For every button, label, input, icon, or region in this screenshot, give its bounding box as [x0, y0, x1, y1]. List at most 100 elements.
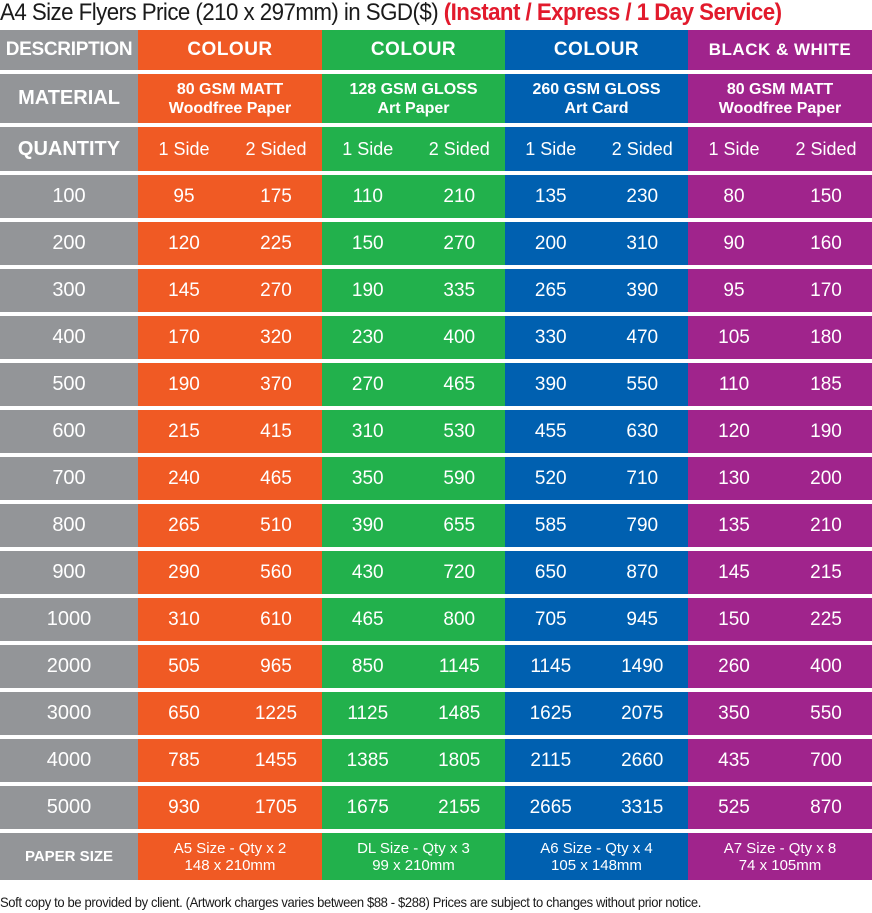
price-two-sided: 610 [260, 608, 292, 630]
one-side-label: 1 Side [342, 138, 394, 159]
footnote: Soft copy to be provided by client. (Art… [0, 894, 702, 910]
price-group: 190 370 [138, 363, 322, 406]
price-group: 150 270 [322, 222, 505, 265]
price-two-sided: 3315 [621, 796, 664, 818]
price-two-sided: 1485 [438, 702, 481, 724]
price-group: 1125 1485 [322, 692, 505, 735]
header-colour-2: COLOUR [322, 30, 505, 70]
material-1-line1: 80 GSM MATT [176, 80, 284, 98]
price-one-side: 265 [168, 514, 200, 536]
quantity-label: QUANTITY [0, 127, 138, 171]
price-two-sided: 270 [260, 279, 292, 301]
price-group: 110 185 [688, 363, 872, 406]
price-one-side: 95 [723, 279, 745, 301]
price-group: 110 210 [322, 175, 505, 218]
price-one-side: 650 [534, 561, 567, 583]
table-row: 300 145 270 190 335 265 390 95 170 [0, 269, 872, 316]
material-2-line1: 128 GSM GLOSS [349, 80, 478, 98]
price-two-sided: 465 [443, 373, 476, 395]
price-two-sided: 225 [260, 232, 292, 254]
one-side-label: 1 Side [708, 138, 760, 159]
price-group: 200 310 [505, 222, 688, 265]
price-one-side: 1145 [530, 655, 572, 677]
table-row: 500 190 370 270 465 390 550 110 185 [0, 363, 872, 410]
price-one-side: 650 [168, 702, 200, 724]
price-group: 430 720 [322, 551, 505, 594]
price-group: 265 390 [505, 269, 688, 312]
price-two-sided: 270 [443, 232, 476, 254]
quantity-value: 800 [0, 504, 138, 547]
title-main: A4 Size Flyers Price (210 x 297mm) in SG… [0, 0, 444, 26]
quantity-value: 3000 [0, 692, 138, 735]
quantity-value: 100 [0, 175, 138, 218]
price-table: DESCRIPTION COLOUR COLOUR COLOUR BLACK &… [0, 30, 872, 880]
sides-group-3: 1 Side 2 Sided [505, 127, 688, 171]
price-group: 145 215 [688, 551, 872, 594]
price-one-side: 435 [718, 749, 750, 771]
two-sided-label: 2 Sided [611, 138, 673, 159]
price-two-sided: 1145 [438, 655, 480, 677]
price-group: 80 150 [688, 175, 872, 218]
price-rows: 100 95 175 110 210 135 230 80 150 200 120 225 150 270… [0, 175, 872, 833]
quantity-value: 4000 [0, 739, 138, 782]
price-two-sided: 2660 [621, 749, 664, 771]
price-two-sided: 710 [626, 467, 659, 489]
price-two-sided: 200 [810, 467, 842, 489]
price-group: 215 415 [138, 410, 322, 453]
price-group: 465 800 [322, 598, 505, 641]
price-group: 260 400 [688, 645, 872, 688]
table-row: 200 120 225 150 270 200 310 90 160 [0, 222, 872, 269]
price-one-side: 200 [534, 232, 567, 254]
paper-size-label: PAPER SIZE [0, 833, 138, 880]
sides-group-1: 1 Side 2 Sided [138, 127, 322, 171]
quantity-value: 900 [0, 551, 138, 594]
price-two-sided: 550 [810, 702, 842, 724]
price-two-sided: 550 [626, 373, 659, 395]
price-group: 310 530 [322, 410, 505, 453]
description-label: DESCRIPTION [0, 30, 138, 70]
price-one-side: 230 [351, 326, 384, 348]
price-one-side: 930 [168, 796, 200, 818]
price-group: 270 465 [322, 363, 505, 406]
price-one-side: 2665 [529, 796, 572, 818]
price-one-side: 120 [718, 420, 750, 442]
price-group: 525 870 [688, 786, 872, 829]
paper-size-row: PAPER SIZE A5 Size - Qty x 2 148 x 210mm … [0, 833, 872, 880]
price-one-side: 260 [718, 655, 750, 677]
sides-group-4: 1 Side 2 Sided [688, 127, 872, 171]
material-4: 80 GSM MATT Woodfree Paper [688, 74, 872, 123]
price-group: 120 225 [138, 222, 322, 265]
price-two-sided: 180 [810, 326, 842, 348]
price-group: 265 510 [138, 504, 322, 547]
price-group: 350 550 [688, 692, 872, 735]
price-one-side: 135 [718, 514, 750, 536]
price-group: 2665 3315 [505, 786, 688, 829]
quantity-value: 2000 [0, 645, 138, 688]
paper-size-4: A7 Size - Qty x 8 74 x 105mm [688, 833, 872, 880]
paper-size-4-line1: A7 Size - Qty x 8 [723, 839, 837, 857]
price-two-sided: 790 [626, 514, 659, 536]
price-group: 390 655 [322, 504, 505, 547]
price-one-side: 80 [723, 185, 745, 207]
price-one-side: 705 [534, 608, 567, 630]
one-side-label: 1 Side [158, 138, 210, 159]
price-group: 520 710 [505, 457, 688, 500]
price-one-side: 90 [723, 232, 745, 254]
material-1: 80 GSM MATT Woodfree Paper [138, 74, 322, 123]
price-one-side: 95 [173, 185, 195, 207]
price-one-side: 110 [352, 185, 383, 207]
price-two-sided: 175 [260, 185, 292, 207]
price-group: 1385 1805 [322, 739, 505, 782]
price-group: 650 870 [505, 551, 688, 594]
one-side-label: 1 Side [525, 138, 577, 159]
price-two-sided: 720 [443, 561, 476, 583]
price-two-sided: 225 [810, 608, 842, 630]
header-colour-3: COLOUR [505, 30, 688, 70]
price-group: 95 175 [138, 175, 322, 218]
price-group: 150 225 [688, 598, 872, 641]
table-row: 700 240 465 350 590 520 710 130 200 [0, 457, 872, 504]
price-one-side: 130 [718, 467, 750, 489]
price-two-sided: 150 [810, 185, 842, 207]
price-one-side: 110 [718, 373, 750, 395]
price-one-side: 170 [168, 326, 200, 348]
